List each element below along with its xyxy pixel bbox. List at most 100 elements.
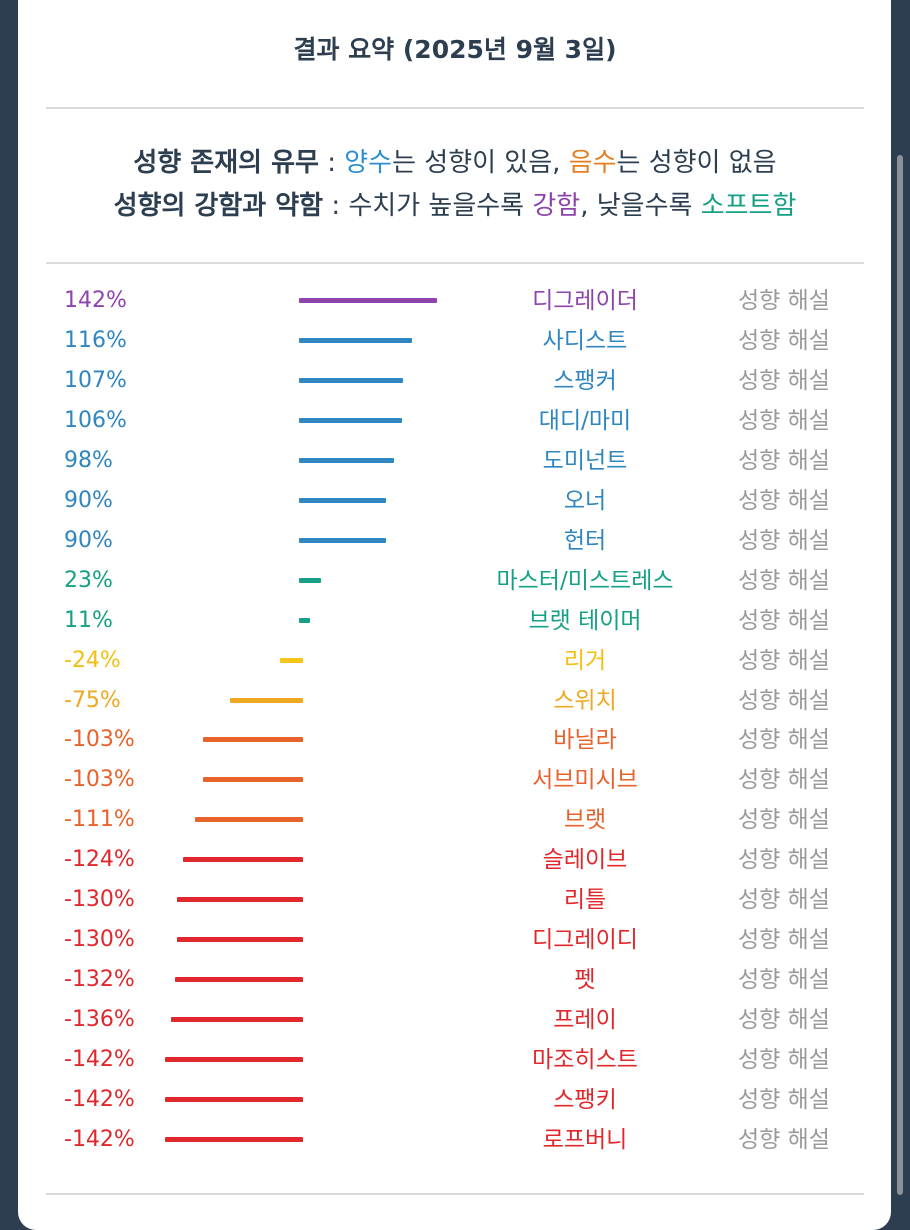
tendency-row: -136% 프레이 성향 해설	[0, 1000, 910, 1040]
legend-strength-text2: , 낮을수록	[580, 191, 701, 221]
tendency-name: 브랫 테이머	[528, 607, 642, 634]
value-bar	[171, 1017, 303, 1023]
legend-soft-word: 소프트함	[700, 191, 797, 221]
tendency-name: 슬레이브	[542, 847, 628, 874]
value-label: -124%	[64, 847, 135, 873]
explain-link[interactable]: 성향 해설	[738, 1047, 830, 1074]
tendency-row: 90% 오너 성향 해설	[0, 481, 910, 521]
value-bar	[279, 657, 303, 663]
value-bar	[299, 417, 402, 423]
value-label: -142%	[64, 1126, 135, 1152]
value-bar	[176, 897, 303, 903]
value-label: 23%	[64, 567, 113, 593]
tendency-row: -130% 디그레이디 성향 해설	[0, 920, 910, 960]
divider-middle	[46, 262, 864, 264]
explain-link[interactable]: 성향 해설	[738, 727, 830, 754]
explain-link[interactable]: 성향 해설	[738, 1126, 830, 1153]
explain-link[interactable]: 성향 해설	[738, 288, 830, 314]
explain-link[interactable]: 성향 해설	[738, 927, 830, 954]
explain-link[interactable]: 성향 해설	[738, 647, 830, 674]
tendency-row: -124% 슬레이브 성향 해설	[0, 840, 910, 880]
explain-link[interactable]: 성향 해설	[738, 887, 830, 914]
explain-link[interactable]: 성향 해설	[738, 327, 830, 354]
legend-presence-label: 성향 존재의 유무	[133, 148, 319, 178]
tendency-name: 대디/마미	[538, 407, 632, 434]
tendency-name: 헌터	[563, 527, 607, 554]
legend-positive-text: 는 성향이 있음,	[392, 148, 569, 178]
result-card	[18, 0, 891, 1230]
tendency-row: 11% 브랫 테이머 성향 해설	[0, 601, 910, 641]
value-label: 116%	[64, 327, 127, 353]
value-bar	[299, 337, 412, 343]
explain-link[interactable]: 성향 해설	[738, 487, 830, 514]
tendency-row: 106% 대디/마미 성향 해설	[0, 401, 910, 441]
value-bar	[299, 577, 322, 583]
tendency-row: -103% 서브미시브 성향 해설	[0, 760, 910, 800]
explain-link[interactable]: 성향 해설	[738, 367, 830, 394]
value-label: -103%	[64, 727, 135, 753]
value-bar	[182, 857, 303, 863]
explain-link[interactable]: 성향 해설	[738, 1007, 830, 1034]
tendency-name: 스위치	[553, 687, 617, 714]
value-bar	[176, 937, 303, 943]
tendency-row: 116% 사디스트 성향 해설	[0, 321, 910, 361]
tendency-name: 서브미시브	[532, 767, 638, 794]
explain-link[interactable]: 성향 해설	[738, 527, 830, 554]
divider-top	[46, 107, 864, 109]
value-label: 11%	[64, 607, 113, 633]
explain-link[interactable]: 성향 해설	[738, 687, 830, 714]
explain-link[interactable]: 성향 해설	[738, 807, 830, 834]
scrollbar[interactable]	[897, 155, 903, 1195]
value-bar	[195, 817, 303, 823]
explain-link[interactable]: 성향 해설	[738, 1087, 830, 1113]
value-label: -142%	[64, 1047, 135, 1073]
explain-link[interactable]: 성향 해설	[738, 407, 830, 434]
tendency-name: 바닐라	[553, 727, 617, 754]
tendency-row: -130% 리틀 성향 해설	[0, 880, 910, 920]
value-label: -75%	[64, 687, 121, 713]
value-bar	[165, 1097, 303, 1102]
tendency-name: 브랫	[563, 807, 607, 834]
tendency-name: 로프버니	[542, 1126, 628, 1153]
value-label: 90%	[64, 527, 113, 553]
value-label: 98%	[64, 447, 113, 473]
value-label: -130%	[64, 887, 135, 913]
explain-link[interactable]: 성향 해설	[738, 607, 830, 634]
tendency-row: -142% 로프버니 성향 해설	[0, 1120, 910, 1160]
legend-strength-label: 성향의 강함과 약함	[113, 191, 324, 221]
value-bar	[299, 298, 437, 303]
tendency-name: 펫	[574, 967, 596, 994]
tendency-name: 프레이	[553, 1007, 617, 1034]
tendency-row: -142% 마조히스트 성향 해설	[0, 1040, 910, 1080]
legend-separator: :	[323, 191, 349, 221]
value-label: 142%	[64, 288, 127, 313]
value-label: -111%	[64, 807, 135, 833]
explain-link[interactable]: 성향 해설	[738, 447, 830, 474]
value-bar	[203, 737, 303, 743]
value-bar	[203, 777, 303, 783]
explain-link[interactable]: 성향 해설	[738, 967, 830, 994]
tendency-name: 리거	[563, 647, 607, 674]
explain-link[interactable]: 성향 해설	[738, 767, 830, 794]
value-bar	[299, 457, 395, 463]
value-bar	[299, 617, 310, 623]
value-bar	[165, 1057, 303, 1063]
value-label: 106%	[64, 407, 127, 433]
explain-link[interactable]: 성향 해설	[738, 847, 830, 874]
value-bar	[230, 697, 303, 703]
explain-link[interactable]: 성향 해설	[738, 567, 830, 594]
tendency-name: 리틀	[563, 887, 607, 914]
tendency-row: -103% 바닐라 성향 해설	[0, 720, 910, 760]
tendency-name: 마조히스트	[532, 1047, 638, 1074]
divider-bottom	[46, 1193, 864, 1195]
tendency-row: -75% 스위치 성향 해설	[0, 681, 910, 721]
value-label: 90%	[64, 487, 113, 513]
legend-separator: :	[318, 148, 345, 178]
tendency-name: 사디스트	[542, 327, 628, 354]
tendency-name: 스팽커	[553, 367, 617, 394]
legend-negative-word: 음수	[568, 148, 617, 178]
value-label: -24%	[64, 647, 121, 673]
tendency-row: -111% 브랫 성향 해설	[0, 800, 910, 840]
value-label: -136%	[64, 1007, 135, 1033]
tendency-row: -24% 리거 성향 해설	[0, 641, 910, 681]
